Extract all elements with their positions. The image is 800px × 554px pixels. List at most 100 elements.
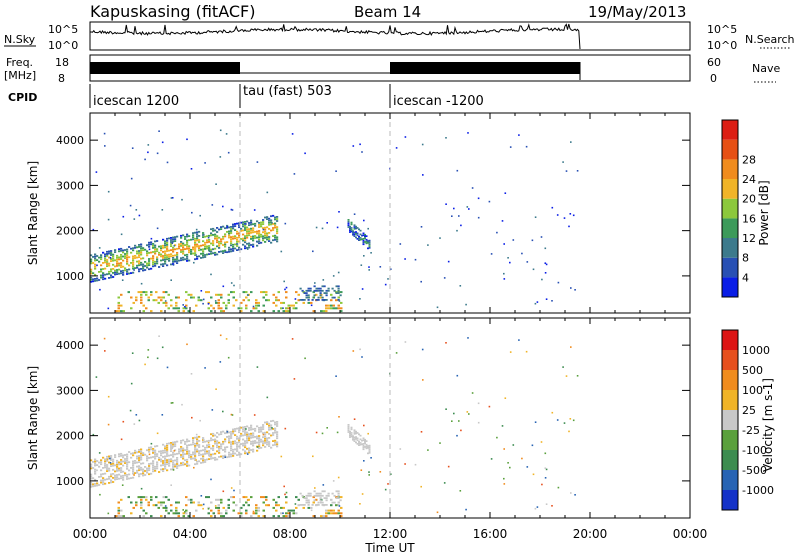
velocity-cell xyxy=(264,442,267,444)
velocity-cell xyxy=(170,450,173,452)
velocity-cell xyxy=(186,452,189,455)
velocity-cell xyxy=(321,494,324,497)
velocity-cell xyxy=(360,469,363,471)
power-cell xyxy=(100,268,103,271)
velocity-cell xyxy=(164,445,167,448)
velocity-cell xyxy=(240,443,243,445)
velocity-cell xyxy=(186,440,189,443)
power-cell xyxy=(133,269,135,271)
velocity-cell xyxy=(335,490,338,493)
date-title: 19/May/2013 xyxy=(588,3,686,21)
velocity-cell xyxy=(488,405,491,408)
velocity-cell xyxy=(364,446,366,448)
velocity-cell xyxy=(212,445,215,447)
power-cell xyxy=(140,296,143,299)
velocity-cell xyxy=(266,431,269,434)
velocity-colorbar-tick: 500 xyxy=(742,364,763,377)
power-cell xyxy=(254,222,257,225)
velocity-cell xyxy=(172,443,175,446)
power-cell xyxy=(202,248,205,251)
power-cell xyxy=(140,251,143,254)
power-cell xyxy=(202,256,205,259)
power-cell xyxy=(160,255,163,258)
velocity-cell xyxy=(294,503,297,505)
power-cell xyxy=(570,141,572,143)
power-cell xyxy=(361,238,363,241)
power-cell xyxy=(138,264,141,267)
velocity-cell xyxy=(104,460,107,463)
power-cell xyxy=(104,277,107,280)
power-cell xyxy=(227,299,230,302)
velocity-cell xyxy=(122,470,125,473)
power-cell xyxy=(367,240,369,242)
velocity-cell xyxy=(190,443,193,446)
velocity-cell xyxy=(166,455,169,457)
velocity-cell xyxy=(132,470,135,473)
power-cell xyxy=(250,231,253,234)
power-cell xyxy=(242,225,245,228)
power-cell xyxy=(250,235,253,238)
velocity-cell xyxy=(315,431,318,434)
velocity-cell xyxy=(106,470,109,472)
velocity-cell xyxy=(202,507,204,510)
power-cell xyxy=(215,293,218,296)
velocity-cell xyxy=(254,427,257,430)
power-cell xyxy=(114,265,117,268)
velocity-cell xyxy=(238,429,241,432)
power-cell xyxy=(325,307,328,310)
velocity-cell xyxy=(162,464,165,466)
velocity-cell xyxy=(186,446,189,449)
velocity-cell xyxy=(317,504,320,506)
power-cell xyxy=(188,249,191,252)
power-cell xyxy=(120,272,123,275)
power-cell xyxy=(312,296,315,299)
velocity-cell xyxy=(94,478,97,481)
velocity-cell xyxy=(195,459,197,461)
velocity-cell xyxy=(355,432,357,435)
velocity-cell xyxy=(140,473,143,475)
velocity-cell xyxy=(188,464,191,467)
freq-nave-blocks xyxy=(90,62,581,80)
power-cell xyxy=(122,273,125,276)
power-cell xyxy=(204,254,207,256)
power-cell xyxy=(258,238,261,241)
power-cell xyxy=(174,260,177,263)
velocity-cell xyxy=(94,468,97,471)
velocity-cell xyxy=(238,437,241,440)
power-cell xyxy=(327,307,330,310)
velocity-cell xyxy=(206,446,209,449)
velocity-cell xyxy=(130,467,133,469)
power-cell xyxy=(94,278,97,280)
power-cell xyxy=(246,232,249,235)
power-cell xyxy=(164,242,167,245)
power-cell xyxy=(224,243,227,246)
velocity-cell xyxy=(326,427,328,429)
power-cell xyxy=(166,258,169,261)
velocity-cell xyxy=(420,431,423,433)
velocity-cell xyxy=(166,469,169,472)
power-cell xyxy=(110,274,113,277)
velocity-cell xyxy=(224,446,227,449)
velocity-cell xyxy=(467,337,469,339)
power-cell xyxy=(365,240,368,243)
power-cell xyxy=(102,274,105,276)
power-cell xyxy=(142,304,145,307)
power-cell xyxy=(336,226,339,229)
velocity-cell xyxy=(146,455,149,458)
velocity-cell xyxy=(301,494,304,497)
power-cell xyxy=(166,239,169,242)
power-cell xyxy=(120,256,123,258)
power-cell xyxy=(112,272,115,274)
power-cell xyxy=(496,231,498,234)
velocity-cell xyxy=(368,448,371,451)
velocity-cell xyxy=(276,437,279,440)
power-cell xyxy=(100,276,103,279)
velocity-cell xyxy=(276,425,279,427)
velocity-cell xyxy=(140,450,143,453)
velocity-cell xyxy=(148,469,151,471)
power-cell xyxy=(164,258,167,261)
velocity-cell xyxy=(104,466,107,469)
power-cell xyxy=(266,216,269,218)
power-cell xyxy=(102,276,105,278)
velocity-cell xyxy=(219,334,222,337)
